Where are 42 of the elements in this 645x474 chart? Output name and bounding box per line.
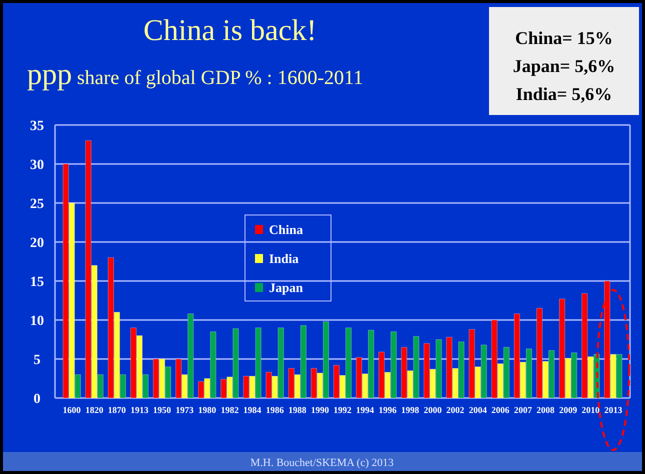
legend-label: Japan (269, 280, 304, 295)
x-tick-label: 2004 (468, 405, 488, 415)
y-tick-label: 20 (30, 236, 44, 251)
text: M.H. Bouchet/SKEMA (c) 2013 (250, 457, 394, 469)
x-tick-label: 1913 (130, 405, 149, 415)
x-tick-label: 2010 (582, 405, 600, 415)
y-tick-label: 25 (30, 197, 44, 212)
legend-label: China (269, 222, 304, 237)
x-tick-label: 1992 (334, 405, 352, 415)
text: India= 5,6% (516, 84, 612, 104)
y-tick-label: 5 (34, 353, 40, 368)
chart-subtitle: ppp share of global GDP % : 1600-2011 (27, 58, 364, 91)
y-tick-label: 10 (30, 314, 44, 329)
x-tick-label: 1994 (356, 405, 375, 415)
x-tick-label: 1950 (153, 405, 172, 415)
y-tick-label: 35 (30, 119, 44, 134)
x-tick-label: 1990 (310, 405, 330, 415)
x-tick-label: 1820 (85, 405, 104, 415)
x-tick-label: 1988 (288, 405, 307, 415)
x-tick-label: 2008 (536, 405, 556, 415)
x-tick-label: 1600 (62, 405, 82, 415)
x-tick-label: 2007 (514, 405, 532, 415)
chart-title: China is back! (143, 14, 317, 47)
x-tick-label: 2013 (604, 405, 623, 415)
x-tick-label: 1984 (243, 405, 262, 415)
x-tick-label: 2009 (559, 405, 578, 415)
x-tick-label: 1998 (401, 405, 420, 415)
x-tick-label: 1870 (108, 405, 126, 415)
x-tick-label: 1973 (176, 405, 194, 415)
x-tick-label: 1986 (266, 405, 284, 415)
x-tick-label: 1996 (378, 405, 398, 415)
legend-label: India (269, 251, 300, 266)
x-tick-label: 2000 (424, 405, 442, 415)
x-tick-label: 1980 (198, 405, 217, 415)
y-tick-label: 0 (34, 392, 40, 407)
y-tick-label: 15 (30, 275, 44, 290)
x-tick-label: 2006 (491, 405, 510, 415)
x-tick-label: 2002 (446, 405, 465, 415)
x-tick-label: 1982 (220, 405, 240, 415)
text: Japan= 5,6% (512, 56, 616, 76)
y-tick-label: 30 (30, 158, 44, 173)
text: China= 15% (515, 28, 613, 48)
